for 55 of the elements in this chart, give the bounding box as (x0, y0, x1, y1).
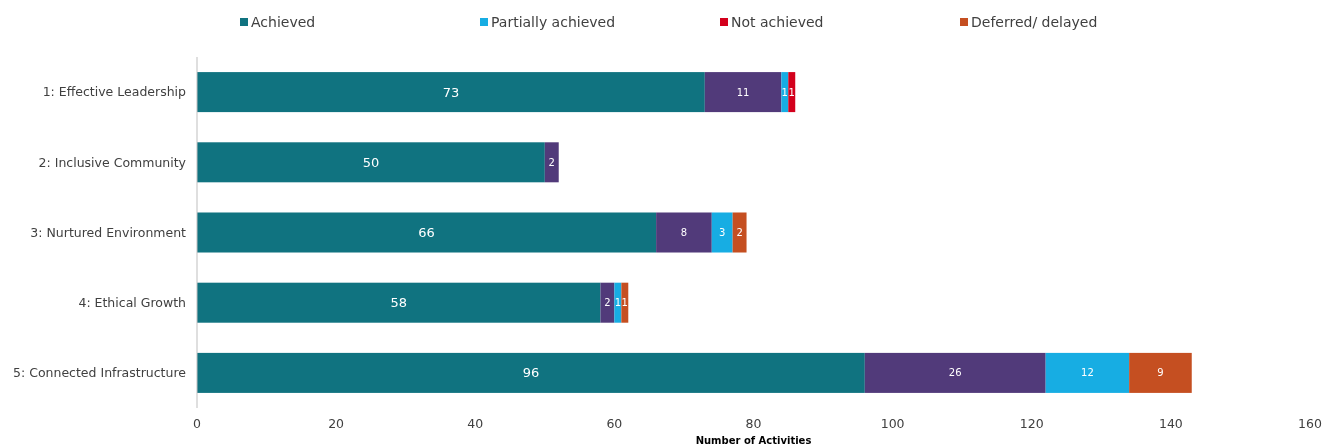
y-tick-label: 1: Effective Leadership (42, 84, 187, 100)
x-tick-label: 160 (1298, 416, 1322, 431)
data-label: 9 (1157, 367, 1164, 379)
data-label: 8 (680, 227, 688, 238)
x-tick-label: 80 (745, 416, 762, 431)
data-label: 50 (362, 154, 380, 170)
y-tick-label: 5: Connected Infrastructure (13, 365, 187, 381)
data-label: 12 (1081, 367, 1094, 379)
data-label: 1 (781, 86, 788, 98)
x-tick-label: 0 (193, 416, 202, 431)
y-tick-label: 2: Inclusive Community (38, 154, 187, 170)
bar (197, 142, 545, 183)
bar (197, 212, 657, 253)
data-label: 1 (614, 297, 622, 309)
bar (704, 72, 782, 113)
data-label: 2 (548, 156, 555, 168)
data-label: 3 (719, 227, 726, 238)
bar (544, 142, 559, 183)
x-tick-label: 100 (880, 416, 905, 431)
data-label: 96 (522, 365, 540, 381)
y-tick-label: 4: Ethical Growth (78, 295, 186, 311)
data-label: 11 (736, 86, 750, 98)
data-label: 66 (418, 225, 435, 241)
x-tick-label: 60 (606, 416, 623, 431)
bar (781, 72, 789, 113)
legend-label: Deferred/ delayed (971, 13, 1098, 30)
bar (711, 212, 733, 253)
bar (1129, 352, 1192, 393)
x-axis-title: Number of Activities (695, 435, 812, 446)
x-tick-label: 40 (467, 416, 484, 431)
x-tick-label: 20 (328, 416, 345, 431)
bar (197, 282, 601, 323)
data-label: 1 (621, 297, 628, 309)
bar (732, 212, 747, 253)
bar (788, 72, 796, 113)
data-label: 58 (390, 295, 407, 311)
bar (656, 212, 712, 253)
data-label: 2 (736, 227, 743, 238)
legend-label: Achieved (251, 13, 316, 30)
x-tick-label: 120 (1019, 416, 1044, 431)
bar (600, 282, 615, 323)
bar (621, 282, 629, 323)
data-label: 26 (948, 367, 962, 379)
data-label: 1 (788, 86, 795, 98)
data-label: 2 (604, 297, 611, 309)
y-tick-label: 3: Nurtured Environment (30, 224, 187, 240)
legend-label: Partially achieved (491, 13, 616, 30)
bar (197, 352, 865, 393)
legend-label: Not achieved (731, 13, 824, 30)
x-tick-label: 140 (1158, 416, 1183, 431)
bar (197, 72, 705, 113)
bar (864, 352, 1046, 393)
bar (1045, 352, 1130, 393)
data-label: 73 (442, 84, 460, 100)
bar (614, 282, 622, 323)
